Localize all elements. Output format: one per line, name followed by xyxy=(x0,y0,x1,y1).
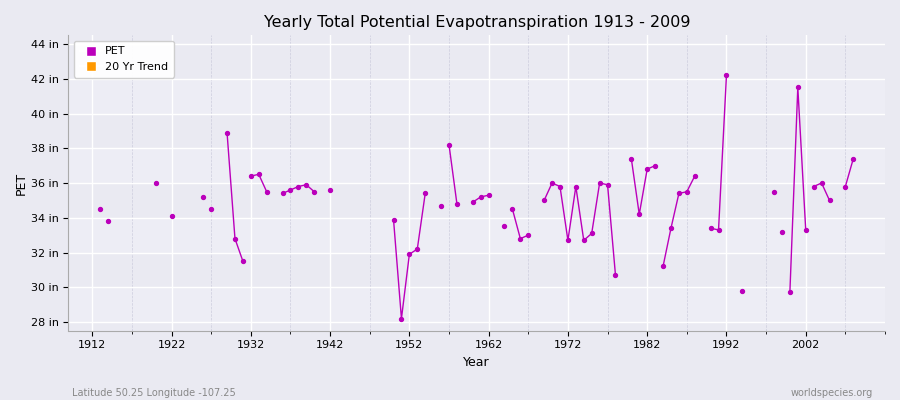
Bar xyxy=(68,44,885,79)
Point xyxy=(196,194,211,200)
Point xyxy=(244,173,258,179)
Point xyxy=(544,180,559,186)
Point xyxy=(513,236,527,242)
Point xyxy=(608,272,623,278)
Point xyxy=(284,187,298,193)
Y-axis label: PET: PET xyxy=(15,172,28,194)
Point xyxy=(275,190,290,197)
Point xyxy=(434,202,448,209)
Point xyxy=(664,225,679,232)
Text: worldspecies.org: worldspecies.org xyxy=(791,388,873,398)
Point xyxy=(767,188,781,195)
Bar xyxy=(68,287,885,322)
Bar xyxy=(68,183,885,218)
Bar xyxy=(68,218,885,252)
Point xyxy=(292,183,306,190)
Point xyxy=(402,251,417,258)
Point xyxy=(252,171,266,178)
Point xyxy=(537,197,552,204)
Point xyxy=(648,162,662,169)
X-axis label: Year: Year xyxy=(464,356,490,369)
Point xyxy=(394,315,409,322)
Point xyxy=(640,166,654,172)
Point xyxy=(553,183,567,190)
Point xyxy=(569,183,583,190)
Point xyxy=(846,156,860,162)
Point xyxy=(823,197,837,204)
Point xyxy=(632,211,646,218)
Point xyxy=(165,213,179,219)
Point xyxy=(561,237,575,244)
Point xyxy=(600,182,615,188)
Point xyxy=(671,190,686,197)
Point xyxy=(711,227,725,233)
Point xyxy=(838,183,852,190)
Point xyxy=(450,201,464,207)
Point xyxy=(775,228,789,235)
Point xyxy=(656,263,670,270)
Point xyxy=(584,230,598,237)
Point xyxy=(204,206,219,212)
Point xyxy=(482,192,496,198)
Point xyxy=(418,190,432,197)
Point xyxy=(228,236,242,242)
Point xyxy=(473,194,488,200)
Point xyxy=(814,180,829,186)
Bar xyxy=(68,252,885,287)
Point xyxy=(577,237,591,244)
Point xyxy=(307,188,321,195)
Point xyxy=(323,187,338,193)
Point xyxy=(93,206,107,212)
Point xyxy=(806,183,821,190)
Title: Yearly Total Potential Evapotranspiration 1913 - 2009: Yearly Total Potential Evapotranspiratio… xyxy=(264,15,690,30)
Point xyxy=(688,173,702,179)
Point xyxy=(410,246,425,252)
Point xyxy=(101,218,115,224)
Point xyxy=(220,130,234,136)
Point xyxy=(790,84,805,91)
Legend: PET, 20 Yr Trend: PET, 20 Yr Trend xyxy=(74,41,174,78)
Point xyxy=(386,216,400,223)
Point xyxy=(735,288,750,294)
Bar xyxy=(68,148,885,183)
Point xyxy=(783,289,797,296)
Point xyxy=(505,206,519,212)
Point xyxy=(236,258,250,264)
Point xyxy=(148,180,163,186)
Point xyxy=(442,142,456,148)
Point xyxy=(299,182,313,188)
Point xyxy=(704,225,718,232)
Point xyxy=(498,223,512,230)
Bar xyxy=(68,114,885,148)
Point xyxy=(680,188,694,195)
Point xyxy=(521,232,535,238)
Point xyxy=(624,156,638,162)
Point xyxy=(592,180,607,186)
Point xyxy=(798,227,813,233)
Text: Latitude 50.25 Longitude -107.25: Latitude 50.25 Longitude -107.25 xyxy=(72,388,236,398)
Point xyxy=(719,72,733,78)
Point xyxy=(465,199,480,205)
Bar xyxy=(68,79,885,114)
Point xyxy=(259,188,274,195)
